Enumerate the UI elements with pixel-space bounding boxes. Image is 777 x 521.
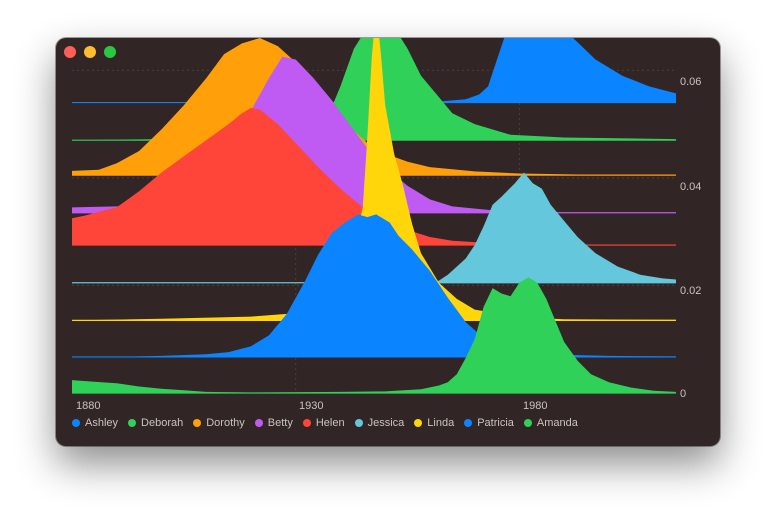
- legend-item-amanda[interactable]: Amanda: [523, 417, 578, 429]
- legend-label: Deborah: [141, 417, 184, 429]
- x-tick-1880: 1880: [76, 400, 100, 412]
- legend-label: Linda: [427, 417, 455, 429]
- legend-label: Patricia: [477, 417, 514, 429]
- y-tick-0.02: 0.02: [680, 285, 701, 297]
- legend-item-deborah[interactable]: Deborah: [128, 417, 183, 429]
- legend-swatch: [193, 419, 202, 427]
- legend-swatch: [128, 419, 137, 427]
- area-amanda[interactable]: [72, 277, 676, 393]
- legend-swatch: [302, 419, 311, 427]
- legend-swatch: [354, 419, 363, 427]
- legend-label: Betty: [267, 417, 293, 429]
- minimize-button[interactable]: [84, 46, 96, 58]
- legend-swatch: [523, 419, 532, 427]
- legend-label: Helen: [315, 417, 345, 429]
- y-tick-0.06: 0.06: [680, 76, 701, 88]
- legend: Ashley Deborah Dorothy Betty Helen Jessi…: [72, 417, 578, 429]
- axis-ticks: 0.06 0.04 0.02 0 1880 1930 1980: [76, 76, 701, 412]
- legend-label: Ashley: [85, 417, 119, 429]
- legend-item-helen[interactable]: Helen: [302, 417, 345, 429]
- y-tick-0.04: 0.04: [680, 181, 701, 193]
- legend-swatch: [414, 419, 423, 427]
- area-helen[interactable]: [72, 107, 676, 246]
- x-tick-1930: 1930: [299, 400, 323, 412]
- legend-item-linda[interactable]: Linda: [414, 417, 454, 429]
- app-window: 0.06 0.04 0.02 0 1880 1930 1980 Ashley D…: [56, 38, 720, 446]
- legend-swatch: [464, 419, 473, 427]
- ridgeline-chart: 0.06 0.04 0.02 0 1880 1930 1980: [72, 38, 701, 412]
- y-tick-0: 0: [680, 388, 686, 400]
- legend-swatch: [254, 419, 263, 427]
- series-areas: [72, 38, 676, 394]
- zoom-button[interactable]: [104, 46, 116, 58]
- close-button[interactable]: [64, 46, 76, 58]
- legend-item-dorothy[interactable]: Dorothy: [193, 417, 245, 429]
- legend-swatch: [72, 419, 80, 427]
- area-linda[interactable]: [72, 38, 676, 321]
- legend-label: Dorothy: [206, 417, 245, 429]
- area-ashley[interactable]: [407, 38, 676, 103]
- x-tick-1980: 1980: [523, 400, 547, 412]
- legend-item-ashley[interactable]: Ashley: [72, 417, 118, 429]
- area-jessica[interactable]: [429, 172, 676, 283]
- legend-item-jessica[interactable]: Jessica: [354, 417, 405, 429]
- legend-item-patricia[interactable]: Patricia: [464, 417, 514, 429]
- legend-label: Jessica: [367, 417, 405, 429]
- legend-item-betty[interactable]: Betty: [254, 417, 293, 429]
- legend-label: Amanda: [536, 417, 578, 429]
- area-patricia[interactable]: [112, 214, 676, 357]
